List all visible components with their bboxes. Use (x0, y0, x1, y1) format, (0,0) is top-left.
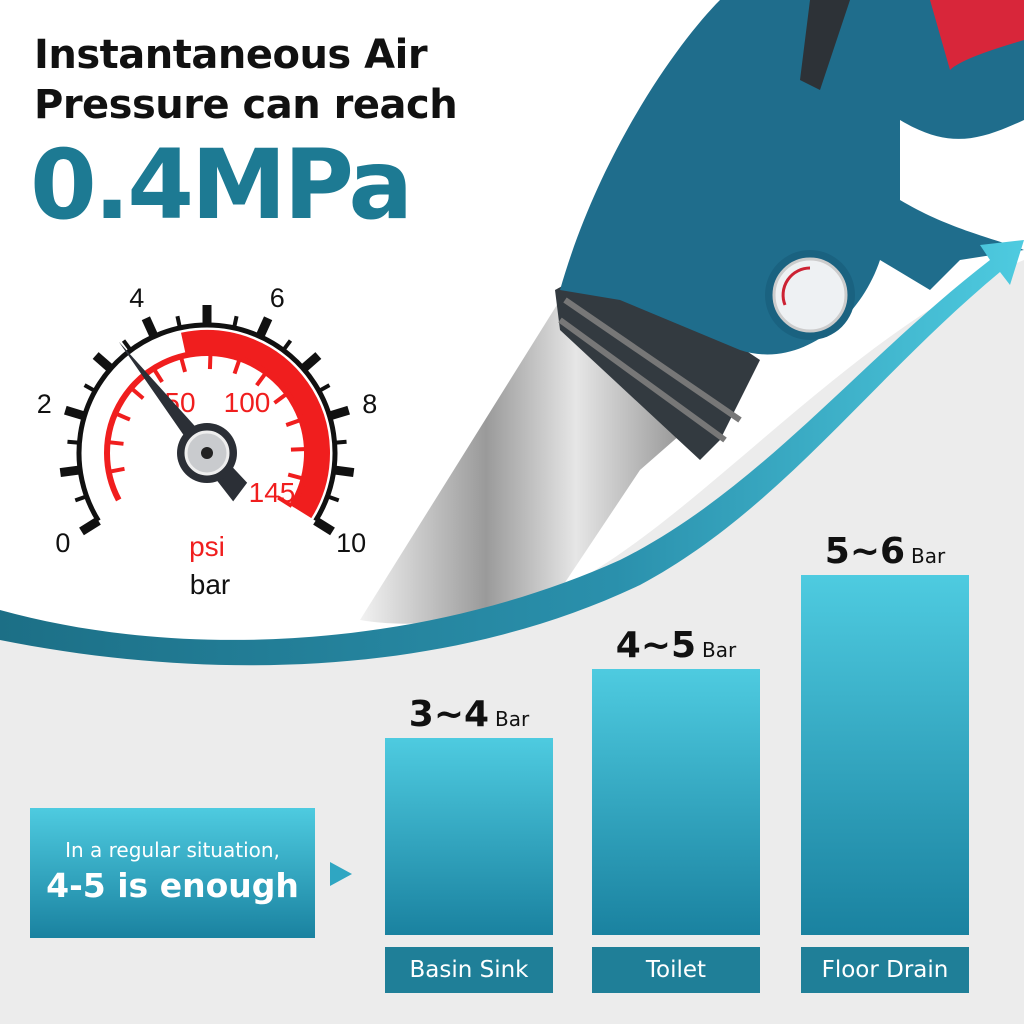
psi-tick (273, 391, 289, 405)
bar-tick (255, 316, 273, 339)
bar-value-toilet: 4~5 Bar (566, 625, 786, 666)
bar-tick-label: 4 (129, 283, 144, 313)
psi-label: 145 (249, 477, 296, 508)
psi-unit-label: psi (189, 531, 225, 562)
bar-tick (300, 352, 322, 373)
bar-tick (328, 405, 350, 421)
psi-tick (207, 352, 213, 370)
psi-tick (285, 417, 302, 427)
bar-tick (141, 316, 159, 339)
bar-tick (281, 339, 293, 352)
bar-toilet (592, 669, 760, 935)
needle-pin (201, 447, 213, 459)
psi-tick (108, 466, 125, 474)
headline-line-2: Pressure can reach (34, 82, 458, 128)
psi-tick (178, 355, 187, 373)
bar-tick-label: 2 (37, 389, 52, 419)
bar-value-floor-drain: 5~6 Bar (775, 531, 995, 572)
pressure-value: 0.4MPa (30, 129, 413, 241)
air-gun-body (560, 0, 1024, 355)
note-line-1: In a regular situation, (65, 838, 280, 862)
pointer-triangle-icon (330, 862, 352, 886)
bar-unit: Bar (702, 638, 737, 662)
usage-note: In a regular situation, 4-5 is enough (30, 808, 315, 938)
psi-tick (255, 371, 268, 387)
bar-tick (317, 383, 331, 393)
bar-tick-label: 10 (336, 528, 366, 558)
psi-label: 100 (224, 387, 271, 418)
psi-tick (287, 472, 305, 481)
psi-tick (232, 357, 242, 375)
bar-tick (334, 439, 347, 445)
category-toilet: Toilet (592, 947, 760, 993)
headline-line-1: Instantaneous Air (34, 32, 428, 78)
bar-value: 3~4 (408, 694, 490, 735)
bar-tick (175, 315, 182, 329)
psi-tick (114, 411, 131, 422)
bar-tick (67, 439, 80, 445)
psi-tick (151, 367, 164, 384)
bar-tick (59, 465, 81, 478)
bar-value: 5~6 (824, 531, 906, 572)
bar-unit: Bar (911, 544, 946, 568)
bar-tick (74, 494, 88, 503)
bar-tick-label: 0 (55, 528, 70, 558)
headline: Instantaneous Air Pressure can reach (34, 30, 458, 130)
psi-tick (129, 386, 145, 400)
category-basin-sink: Basin Sink (385, 947, 553, 993)
bar-tick (83, 383, 97, 393)
bar-unit-label: bar (190, 569, 230, 600)
bar-floor-drain (801, 575, 969, 935)
bar-tick (232, 315, 239, 329)
psi-tick (107, 440, 124, 446)
bar-scale-arc (76, 322, 338, 523)
bar-basin-sink (385, 738, 553, 935)
bar-tick (64, 405, 86, 421)
bar-tick (121, 339, 133, 352)
nozzle (360, 260, 760, 624)
bar-tick-label: 8 (362, 389, 377, 419)
psi-tick (277, 495, 293, 508)
bar-value: 4~5 (615, 625, 697, 666)
note-line-2: 4-5 is enough (46, 866, 299, 905)
bar-unit: Bar (495, 707, 530, 731)
psi-tick (290, 447, 308, 452)
bar-tick (92, 352, 114, 373)
bar-tick-label: 6 (270, 283, 285, 313)
red-zone-arc (181, 330, 330, 519)
bar-tick (333, 465, 355, 478)
bar-tick (79, 517, 101, 536)
bar-value-basin-sink: 3~4 Bar (359, 694, 579, 735)
bar-tick (313, 517, 335, 536)
category-floor-drain: Floor Drain (801, 947, 969, 993)
bar-tick (326, 494, 340, 503)
